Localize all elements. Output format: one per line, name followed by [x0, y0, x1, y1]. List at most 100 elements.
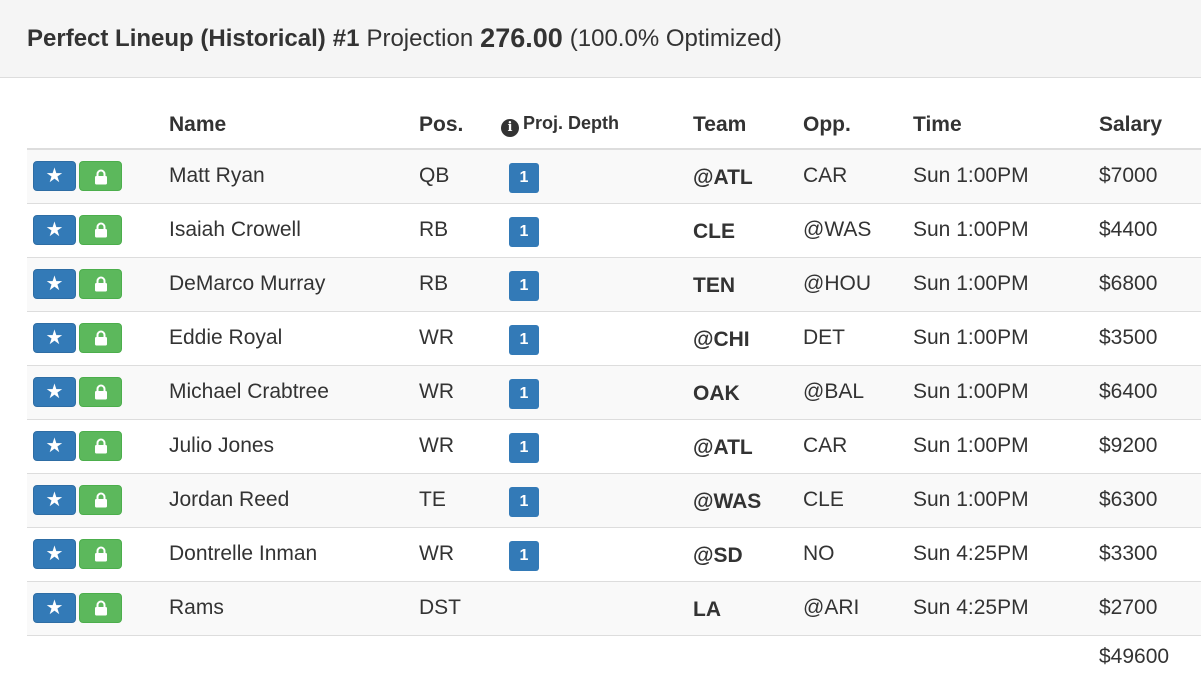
lock-icon	[94, 276, 107, 292]
table-header-row: Name Pos. i Proj. Depth Team Opp. Time Sa…	[27, 102, 1201, 150]
row-actions: ★	[27, 256, 169, 311]
star-icon: ★	[45, 597, 64, 619]
favorite-button[interactable]: ★	[33, 323, 76, 353]
player-salary: $6400	[1099, 364, 1201, 419]
player-salary: $3300	[1099, 526, 1201, 581]
lock-button[interactable]	[79, 161, 122, 192]
lock-button[interactable]	[79, 539, 122, 569]
pos-column-header[interactable]: Pos.	[419, 102, 501, 150]
player-team-cell: TEN	[693, 256, 803, 311]
depth-badge: 1	[509, 217, 539, 247]
team-column-header[interactable]: Team	[693, 102, 803, 150]
total-row-spacer	[501, 634, 693, 679]
player-name: Matt Ryan	[169, 148, 419, 203]
total-row-spacer	[913, 634, 1099, 679]
player-name: DeMarco Murray	[169, 256, 419, 311]
player-position: WR	[419, 364, 501, 419]
row-actions: ★	[27, 364, 169, 419]
player-team-cell: @SD	[693, 526, 803, 581]
favorite-button[interactable]: ★	[33, 485, 76, 515]
depth-badge: 1	[509, 433, 539, 463]
player-name: Julio Jones	[169, 418, 419, 473]
total-row-spacer	[419, 634, 501, 679]
player-position: RB	[419, 256, 501, 311]
name-column-header[interactable]: Name	[169, 102, 419, 150]
player-name: Rams	[169, 580, 419, 635]
player-position: DST	[419, 580, 501, 635]
lock-button[interactable]	[79, 269, 122, 299]
lock-button[interactable]	[79, 593, 122, 623]
player-name: Eddie Royal	[169, 310, 419, 365]
player-salary: $9200	[1099, 418, 1201, 473]
player-team: OAK	[693, 382, 740, 405]
lock-icon	[94, 546, 107, 562]
player-position: RB	[419, 202, 501, 257]
depth-column-header[interactable]: i Proj. Depth	[501, 102, 693, 150]
player-team: @SD	[693, 544, 743, 567]
projected-depth-cell: 1	[501, 364, 693, 419]
player-salary: $3500	[1099, 310, 1201, 365]
table-row: ★ Julio Jones WR 1 @ATL CAR Sun 1:00PM $…	[27, 418, 1201, 473]
player-salary: $7000	[1099, 148, 1201, 203]
depth-badge: 1	[509, 271, 539, 301]
lock-button[interactable]	[79, 215, 122, 245]
star-icon: ★	[45, 543, 64, 565]
time-column-header[interactable]: Time	[913, 102, 1099, 150]
row-actions: ★	[27, 472, 169, 527]
table-row: ★ Michael Crabtree WR 1 OAK @BAL Sun 1:0…	[27, 364, 1201, 419]
player-team-cell: @ATL	[693, 418, 803, 473]
projected-depth-cell: 1	[501, 148, 693, 203]
favorite-button[interactable]: ★	[33, 431, 76, 461]
favorite-button[interactable]: ★	[33, 377, 76, 407]
info-icon[interactable]: i	[501, 119, 519, 137]
favorite-button[interactable]: ★	[33, 161, 76, 192]
lock-button[interactable]	[79, 377, 122, 407]
projected-depth-cell: 1	[501, 310, 693, 365]
opp-column-header[interactable]: Opp.	[803, 102, 913, 150]
lock-button[interactable]	[79, 431, 122, 461]
projected-depth-cell: 1	[501, 202, 693, 257]
lock-button[interactable]	[79, 323, 122, 353]
player-position: TE	[419, 472, 501, 527]
favorite-button[interactable]: ★	[33, 269, 76, 299]
row-actions: ★	[27, 310, 169, 365]
salary-column-header[interactable]: Salary	[1099, 102, 1201, 150]
opponent: @ARI	[803, 580, 913, 635]
depth-badge: 1	[509, 541, 539, 571]
lock-icon	[94, 222, 107, 238]
lock-button[interactable]	[79, 485, 122, 515]
star-icon: ★	[45, 435, 64, 457]
lock-icon	[94, 169, 107, 185]
star-icon: ★	[45, 327, 64, 349]
game-time: Sun 1:00PM	[913, 148, 1099, 203]
projected-depth-cell	[501, 580, 693, 635]
row-actions: ★	[27, 580, 169, 635]
row-actions: ★	[27, 526, 169, 581]
table-row: ★ Jordan Reed TE 1 @WAS CLE Sun 1:00PM $…	[27, 472, 1201, 527]
depth-badge: 1	[509, 379, 539, 409]
favorite-button[interactable]: ★	[33, 215, 76, 245]
game-time: Sun 4:25PM	[913, 526, 1099, 581]
star-icon: ★	[45, 165, 64, 188]
star-icon: ★	[45, 489, 64, 511]
player-salary: $6300	[1099, 472, 1201, 527]
player-salary: $2700	[1099, 580, 1201, 635]
lineup-header: Perfect Lineup (Historical) #1 Projectio…	[0, 0, 1201, 78]
lock-icon	[94, 492, 107, 508]
depth-badge: 1	[509, 325, 539, 355]
player-position: QB	[419, 148, 501, 203]
projected-depth-cell: 1	[501, 256, 693, 311]
opponent: @BAL	[803, 364, 913, 419]
table-row: ★ Isaiah Crowell RB 1 CLE @WAS Sun 1:00P…	[27, 202, 1201, 257]
table-row: ★ Eddie Royal WR 1 @CHI DET Sun 1:00PM $…	[27, 310, 1201, 365]
table-row: ★ DeMarco Murray RB 1 TEN @HOU Sun 1:00P…	[27, 256, 1201, 311]
favorite-button[interactable]: ★	[33, 593, 76, 623]
lock-icon	[94, 330, 107, 346]
lineup-number: #1	[332, 24, 360, 52]
favorite-button[interactable]: ★	[33, 539, 76, 569]
opponent: CAR	[803, 418, 913, 473]
game-time: Sun 1:00PM	[913, 310, 1099, 365]
projected-depth-cell: 1	[501, 526, 693, 581]
lineup-title: Perfect Lineup (Historical)	[27, 24, 326, 52]
player-name: Isaiah Crowell	[169, 202, 419, 257]
